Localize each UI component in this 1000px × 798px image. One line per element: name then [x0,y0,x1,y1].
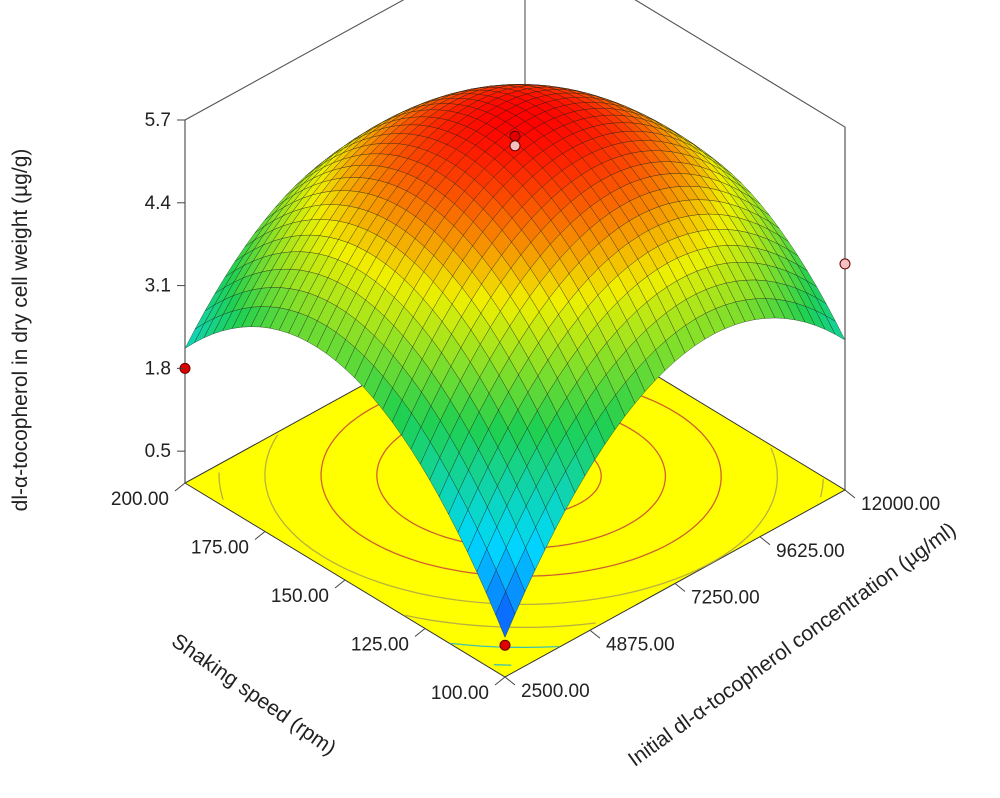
y-tick-mark [674,583,686,592]
response-surface [184,84,846,638]
y-tick-mark [504,676,516,686]
x-tick-mark [174,482,186,492]
design-point-1 [499,639,511,651]
x-axis-label: Shaking speed (rpm) [167,629,340,760]
x-tick-label: 175.00 [191,538,249,559]
surface-cell [495,591,516,638]
y-tick-label: 12000.00 [861,494,940,515]
design-point-4 [839,258,851,270]
z-tick-label: 0.5 [145,441,171,462]
x-tick-label: 150.00 [271,586,329,607]
z-tick-label: 1.8 [145,358,171,379]
y-tick-label: 9625.00 [776,541,845,562]
z-tick-label: 5.7 [145,110,171,131]
contour-line-0 [493,664,512,666]
x-tick-label: 125.00 [351,635,409,656]
y-tick-mark [759,536,771,546]
x-tick-label: 100.00 [431,683,489,704]
design-point-2 [509,130,521,142]
z-tick-label: 3.1 [145,276,171,297]
z-axis-label: dl-α-tocopherol in dry cell weight (µg/g… [9,149,32,512]
chart-frame-front [184,120,846,490]
y-tick-label: 4875.00 [606,634,675,655]
x-tick-mark [334,579,346,589]
y-tick-mark [844,489,856,499]
design-points [179,130,851,651]
y-tick-mark [589,629,601,639]
y-tick-label: 2500.00 [521,681,590,702]
x-tick-mark [254,531,266,540]
y-tick-label: 7250.00 [691,588,760,609]
x-tick-label: 200.00 [111,489,169,510]
x-tick-mark [494,676,506,686]
axis-ticks: 0.5 1.8 3.1 4.4 5.7 100.00 125.00 150.00 175.00 2… [111,110,940,704]
z-tick-label: 4.4 [145,193,172,214]
design-point-3 [509,140,521,152]
x-tick-mark [414,628,426,637]
